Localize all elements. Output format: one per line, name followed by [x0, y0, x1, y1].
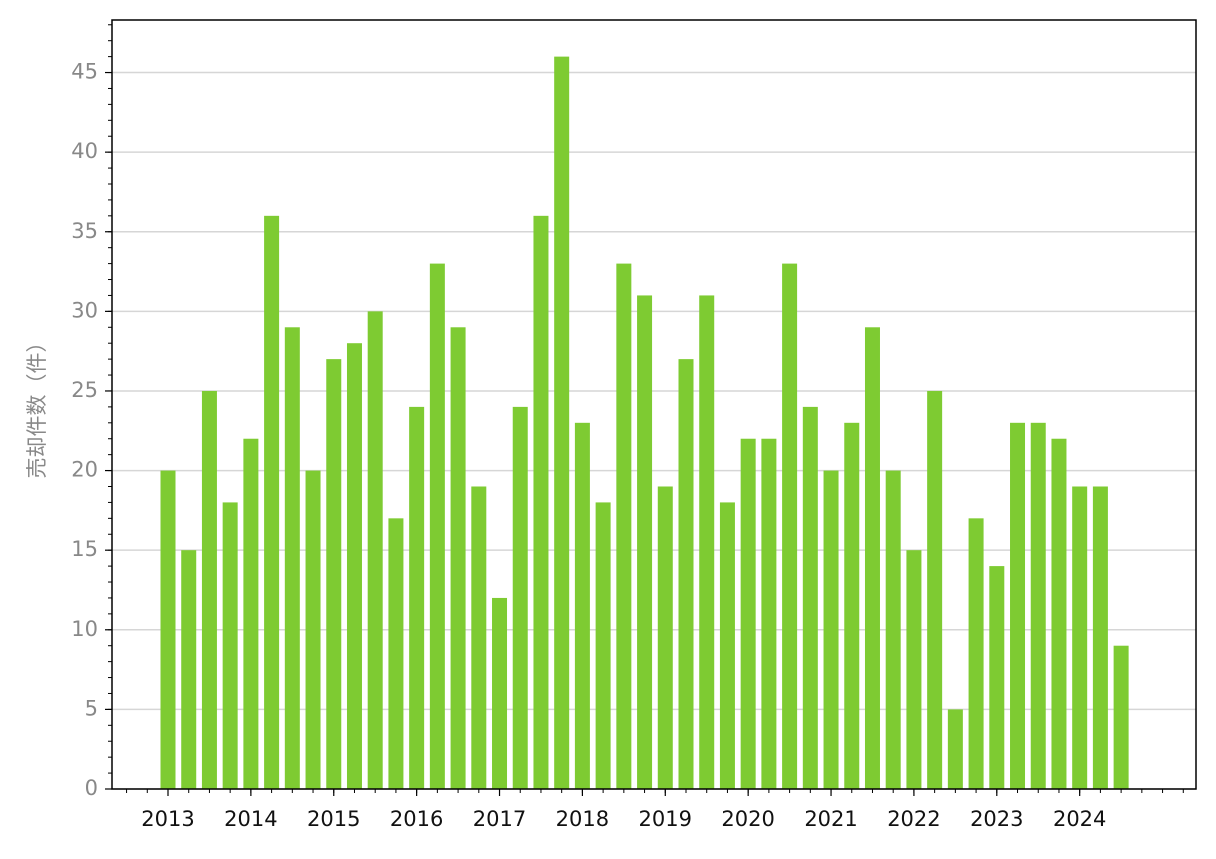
- x-tick-label: 2017: [473, 807, 526, 831]
- bar: [823, 470, 839, 789]
- bar: [181, 550, 197, 789]
- bar: [1051, 438, 1067, 789]
- bar: [160, 470, 176, 789]
- bar: [450, 327, 466, 789]
- bar: [305, 470, 321, 789]
- bar: [782, 263, 798, 789]
- bar: [595, 502, 611, 789]
- x-tick-label: 2021: [804, 807, 857, 831]
- bar: [989, 566, 1005, 789]
- bar: [243, 438, 259, 789]
- bar: [864, 327, 880, 789]
- plot-frame: [111, 19, 1197, 790]
- bar: [885, 470, 901, 789]
- y-tick-label: 40: [71, 139, 98, 163]
- bar: [388, 518, 404, 789]
- y-tick-label: 10: [71, 617, 98, 641]
- bar: [699, 295, 715, 789]
- bar: [471, 486, 487, 789]
- bar: [367, 311, 383, 789]
- bar: [947, 709, 963, 789]
- y-tick-label: 35: [71, 219, 98, 243]
- y-tick-label: 5: [85, 696, 98, 720]
- bar: [1072, 486, 1088, 789]
- bar: [657, 486, 673, 789]
- bar: [533, 215, 549, 790]
- bar: [409, 406, 425, 789]
- bar: [719, 502, 735, 789]
- x-tick-label: 2016: [390, 807, 443, 831]
- bar: [429, 263, 445, 789]
- bar: [927, 390, 943, 789]
- bar: [968, 518, 984, 789]
- bar: [1030, 422, 1046, 789]
- y-tick-label: 45: [71, 60, 98, 84]
- x-tick-label: 2024: [1053, 807, 1106, 831]
- y-tick-label: 20: [71, 458, 98, 482]
- bar: [637, 295, 653, 789]
- y-tick-label: 25: [71, 378, 98, 402]
- bar: [1092, 486, 1108, 789]
- bar: [761, 438, 777, 789]
- bar: [1010, 422, 1026, 789]
- x-tick-label: 2018: [556, 807, 609, 831]
- y-tick-label: 0: [85, 776, 98, 800]
- x-tick-label: 2022: [887, 807, 940, 831]
- bar: [222, 502, 238, 789]
- bar: [264, 215, 280, 790]
- y-axis-label: 売却件数（件）: [25, 332, 49, 479]
- bar: [616, 263, 632, 789]
- x-tick-label: 2013: [141, 807, 194, 831]
- bar: [326, 359, 342, 789]
- y-tick-label: 30: [71, 298, 98, 322]
- bar: [1113, 645, 1129, 789]
- x-tick-label: 2023: [970, 807, 1023, 831]
- x-tick-label: 2015: [307, 807, 360, 831]
- bar: [574, 422, 590, 789]
- x-tick-label: 2014: [224, 807, 277, 831]
- bar: [678, 359, 694, 789]
- bar: [284, 327, 300, 789]
- bar: [554, 56, 570, 790]
- bar: [201, 390, 217, 789]
- x-tick-label: 2020: [721, 807, 774, 831]
- bar: [844, 422, 860, 789]
- y-tick-label: 15: [71, 537, 98, 561]
- bar: [802, 406, 818, 789]
- bar: [346, 343, 362, 789]
- bar: [740, 438, 756, 789]
- x-tick-label: 2019: [639, 807, 692, 831]
- bar: [512, 406, 528, 789]
- bar: [906, 550, 922, 789]
- bar: [492, 597, 508, 789]
